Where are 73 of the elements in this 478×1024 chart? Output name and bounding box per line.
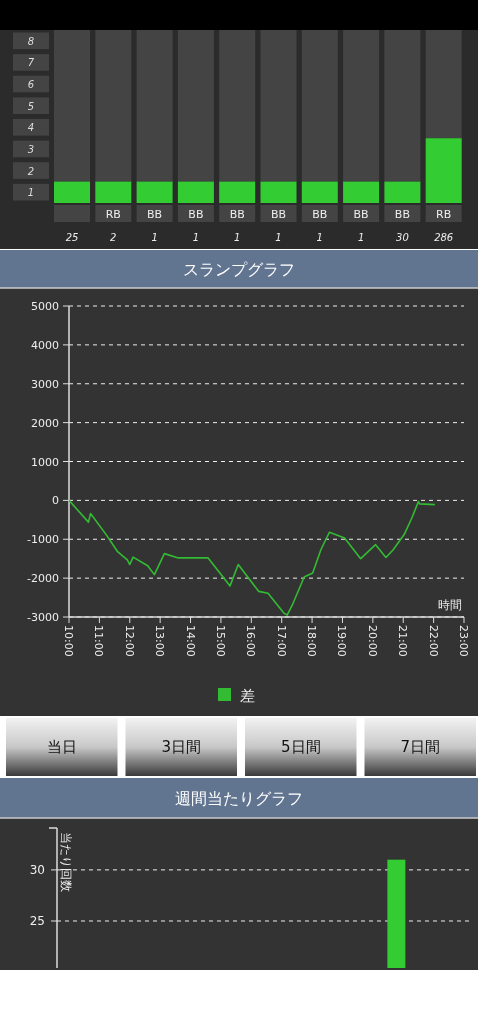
x-tick-label: 12:00 [122, 625, 136, 657]
y-tick-label: 8 [27, 35, 35, 47]
x-tick-label: 10:00 [62, 625, 75, 657]
text: 1 [357, 232, 365, 243]
text: 25 [65, 232, 79, 243]
y-tick-label: 7 [27, 57, 35, 69]
text: 2 [110, 232, 117, 243]
y-tick-label: 4 [27, 122, 35, 134]
y-tick-label: 0 [52, 494, 59, 508]
x-tick-label: BB [394, 208, 410, 221]
x-tick-label: BB [353, 208, 369, 221]
bar [219, 30, 256, 182]
x-tick-label: RB [105, 208, 121, 221]
y-tick-label: 4000 [31, 338, 59, 352]
bar [260, 30, 297, 182]
x-tick-label: BB [229, 208, 245, 221]
text: 30 [396, 232, 409, 243]
x-tick-label: 20:00 [365, 625, 379, 657]
y-tick-label: 30 [29, 862, 45, 877]
text: 286 [434, 232, 454, 243]
y-tick-label: 3 [27, 143, 35, 155]
y-tick-label: 2 [27, 165, 35, 177]
text: 1 [275, 232, 282, 243]
legend: 差 [218, 687, 255, 705]
text: 1 [192, 232, 200, 243]
bar [177, 30, 214, 182]
x-axis-title: 時間 [438, 598, 462, 612]
bar [425, 30, 462, 139]
x-tick-label: 21:00 [396, 625, 410, 657]
y-tick-label: 1 [27, 187, 35, 199]
legend-label: 差 [240, 687, 255, 705]
x-tick-label: 19:00 [335, 625, 349, 657]
y-tick-label: -3000 [27, 611, 59, 624]
y-tick-label: 6 [27, 79, 35, 91]
text: 1 [234, 232, 241, 243]
y-tick-label: 1000 [31, 455, 59, 469]
x-tick-label: 11:00 [92, 625, 106, 657]
y-tick-label: 2000 [31, 416, 59, 430]
text: 3日間 [161, 738, 202, 756]
chart-title: 週間当たりグラフ [175, 789, 303, 808]
x-tick-label: BB [188, 208, 204, 221]
bar [384, 30, 421, 182]
x-tick-label: 22:00 [426, 625, 440, 657]
text: 当日 [46, 738, 77, 756]
text: 7日間 [400, 738, 441, 756]
text: 1 [316, 232, 323, 243]
x-tick-label: 23:00 [457, 625, 470, 657]
text: 5日間 [280, 738, 321, 756]
bar [54, 30, 90, 182]
x-tick-label: 14:00 [183, 625, 197, 657]
x-tick-label: BB [270, 208, 287, 221]
chart-title: スランプグラフ [183, 260, 295, 279]
y-tick-label: -2000 [27, 572, 59, 586]
x-tick-label: BB [312, 208, 328, 221]
x-tick-label: RB [436, 208, 452, 221]
y-axis-title: 当たり回数 [59, 832, 73, 892]
bar [95, 30, 132, 182]
x-tick-label: 18:00 [305, 625, 319, 657]
text: 1 [151, 232, 158, 243]
bar [343, 30, 380, 182]
y-tick-label: 5 [27, 100, 35, 112]
x-tick-label: 17:00 [274, 625, 288, 657]
y-tick-label: 25 [29, 913, 45, 928]
y-tick-label: -1000 [27, 533, 59, 547]
x-tick-label: 15:00 [213, 625, 227, 657]
bar [301, 30, 338, 182]
x-tick-label: 16:00 [244, 625, 258, 657]
x-tick-label: BB [147, 208, 163, 221]
line-series [68, 499, 436, 616]
y-tick-label: 5000 [31, 300, 59, 313]
y-tick-label: 3000 [31, 377, 59, 391]
x-tick-label: 13:00 [153, 625, 167, 657]
bar [136, 30, 173, 182]
